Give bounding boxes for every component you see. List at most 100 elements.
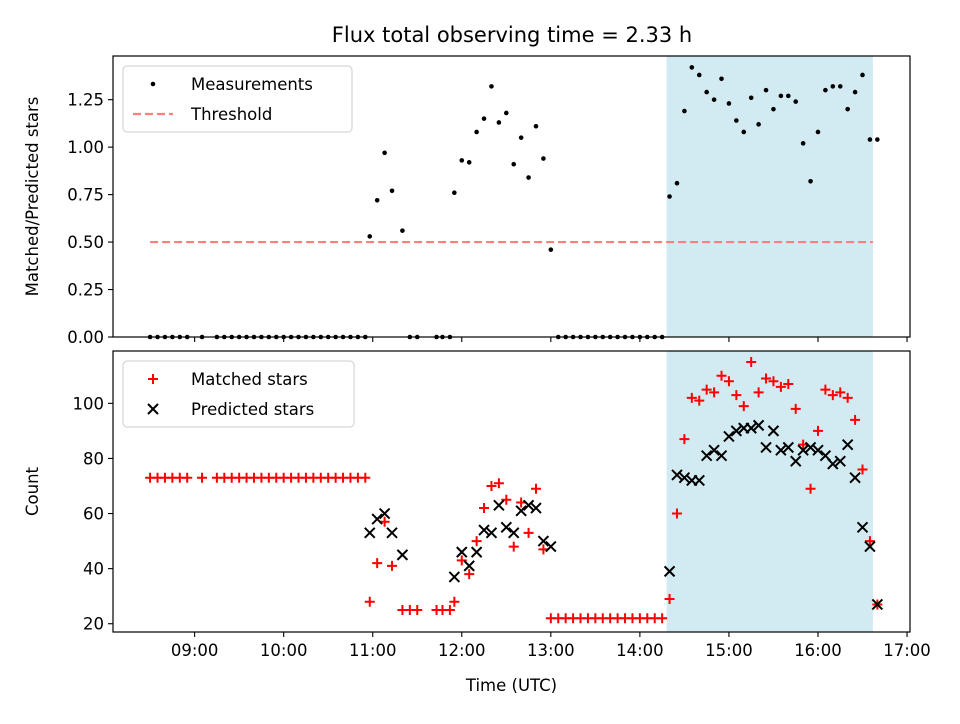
measurement-point bbox=[682, 108, 687, 114]
matched-star-point bbox=[664, 593, 675, 604]
measurement-point bbox=[367, 234, 373, 239]
predicted-star-point bbox=[760, 441, 772, 454]
y-tick-label: 80 bbox=[83, 449, 104, 468]
measurement-point bbox=[837, 84, 843, 89]
predicted-star-point bbox=[790, 455, 802, 467]
x-tick-label: 10:00 bbox=[260, 641, 308, 660]
matched-star-point bbox=[775, 381, 786, 392]
predicted-star-point bbox=[515, 505, 527, 517]
matched-star-point bbox=[679, 434, 690, 445]
measurement-point bbox=[504, 110, 509, 116]
predicted-star-point bbox=[545, 540, 557, 553]
legend-box bbox=[122, 65, 353, 133]
predicted-star-point bbox=[522, 499, 535, 511]
measurement-point bbox=[689, 65, 695, 70]
y-tick-label: 20 bbox=[83, 615, 104, 634]
matched-star-point bbox=[746, 357, 757, 368]
matched-star-point bbox=[464, 569, 475, 580]
matched-star-point bbox=[753, 387, 764, 398]
matched-star-point bbox=[827, 390, 838, 401]
measurement-point bbox=[389, 188, 395, 194]
predicted-star-point bbox=[775, 444, 787, 456]
measurement-point bbox=[667, 194, 672, 199]
measurement-point bbox=[741, 129, 747, 135]
measurement-point bbox=[481, 116, 487, 121]
predicted-star-point bbox=[671, 469, 683, 481]
matched-star-point bbox=[471, 536, 482, 547]
predicted-star-point bbox=[849, 472, 861, 484]
x-tick-label: 13:00 bbox=[527, 641, 575, 660]
measurement-point bbox=[763, 87, 769, 93]
x-tick-label: 16:00 bbox=[794, 641, 842, 660]
matched-star-point bbox=[412, 604, 423, 615]
matched-star-point bbox=[842, 392, 853, 403]
matched-star-point bbox=[197, 472, 208, 483]
measurement-point bbox=[533, 123, 539, 129]
y-tick-label: 60 bbox=[83, 505, 104, 524]
bottom-panel: 20 40 60 80 100 09:00 10:00 11:00 12:00 13:00 14:0… bbox=[23, 350, 931, 695]
x-tick-label: 17:00 bbox=[883, 641, 931, 660]
predicted-star-point bbox=[386, 527, 398, 539]
matched-star-point bbox=[456, 555, 467, 566]
matched-star-point bbox=[783, 379, 794, 390]
y-axis-label: Count bbox=[23, 466, 42, 516]
matched-star-point bbox=[449, 596, 460, 607]
measurement-point bbox=[466, 160, 472, 165]
predicted-star-point bbox=[864, 540, 876, 553]
predicted-star-point bbox=[396, 549, 409, 561]
predicted-star-point bbox=[663, 565, 676, 578]
y-axis-label: Matched/Predicted stars bbox=[23, 97, 42, 297]
measurement-point bbox=[734, 118, 739, 123]
matched-star-point bbox=[508, 541, 519, 552]
predicted-star-point bbox=[485, 527, 498, 539]
matched-star-point bbox=[364, 596, 375, 607]
measurement-point bbox=[548, 247, 554, 252]
predicted-star-point bbox=[715, 449, 728, 462]
matched-star-point bbox=[820, 384, 831, 395]
x-tick-label: 14:00 bbox=[616, 641, 664, 660]
legend-predicted-marker bbox=[147, 403, 159, 415]
measurement-point bbox=[748, 95, 754, 101]
predicted-star-point bbox=[456, 546, 468, 558]
measurement-point bbox=[382, 150, 387, 156]
matched-star-point bbox=[360, 472, 371, 483]
y-tick-label: 1.25 bbox=[67, 91, 104, 110]
matched-star-point bbox=[686, 392, 697, 403]
x-tick-label: 09:00 bbox=[171, 641, 219, 660]
matched-star-point bbox=[530, 483, 541, 494]
observing-window-shade bbox=[666, 56, 873, 337]
predicted-star-point bbox=[871, 598, 884, 611]
measurement-point bbox=[808, 179, 813, 184]
measurement-point bbox=[830, 84, 836, 89]
matched-star-point bbox=[709, 387, 720, 398]
predicted-star-point bbox=[804, 441, 817, 454]
predicted-star-point bbox=[812, 444, 824, 456]
matched-star-point bbox=[738, 401, 749, 412]
y-tick-label: 0.00 bbox=[67, 328, 104, 347]
predicted-star-point bbox=[537, 535, 550, 547]
matched-star-point bbox=[716, 370, 727, 381]
matched-star-point bbox=[694, 395, 705, 406]
x-tick-label: 12:00 bbox=[438, 641, 486, 660]
matched-star-point bbox=[493, 478, 504, 489]
predicted-star-point bbox=[364, 527, 376, 539]
matched-star-point bbox=[671, 508, 682, 519]
measurement-point bbox=[474, 129, 479, 135]
matched-star-point bbox=[805, 483, 816, 494]
measurement-point bbox=[726, 101, 732, 106]
matched-star-point bbox=[701, 384, 712, 395]
matched-star-point bbox=[372, 558, 383, 569]
measurement-point bbox=[711, 97, 717, 102]
observing-window-shade bbox=[666, 351, 873, 632]
matched-star-point bbox=[486, 480, 497, 491]
measurement-point bbox=[771, 106, 776, 112]
predicted-star-point bbox=[834, 455, 846, 467]
measurement-point bbox=[526, 175, 531, 180]
measurement-point bbox=[815, 129, 821, 135]
predicted-star-point bbox=[678, 472, 691, 484]
y-tick-label: 1.00 bbox=[67, 138, 104, 157]
matched-star-point bbox=[182, 472, 193, 483]
predicted-star-point bbox=[708, 444, 720, 456]
measurement-point bbox=[696, 72, 702, 78]
